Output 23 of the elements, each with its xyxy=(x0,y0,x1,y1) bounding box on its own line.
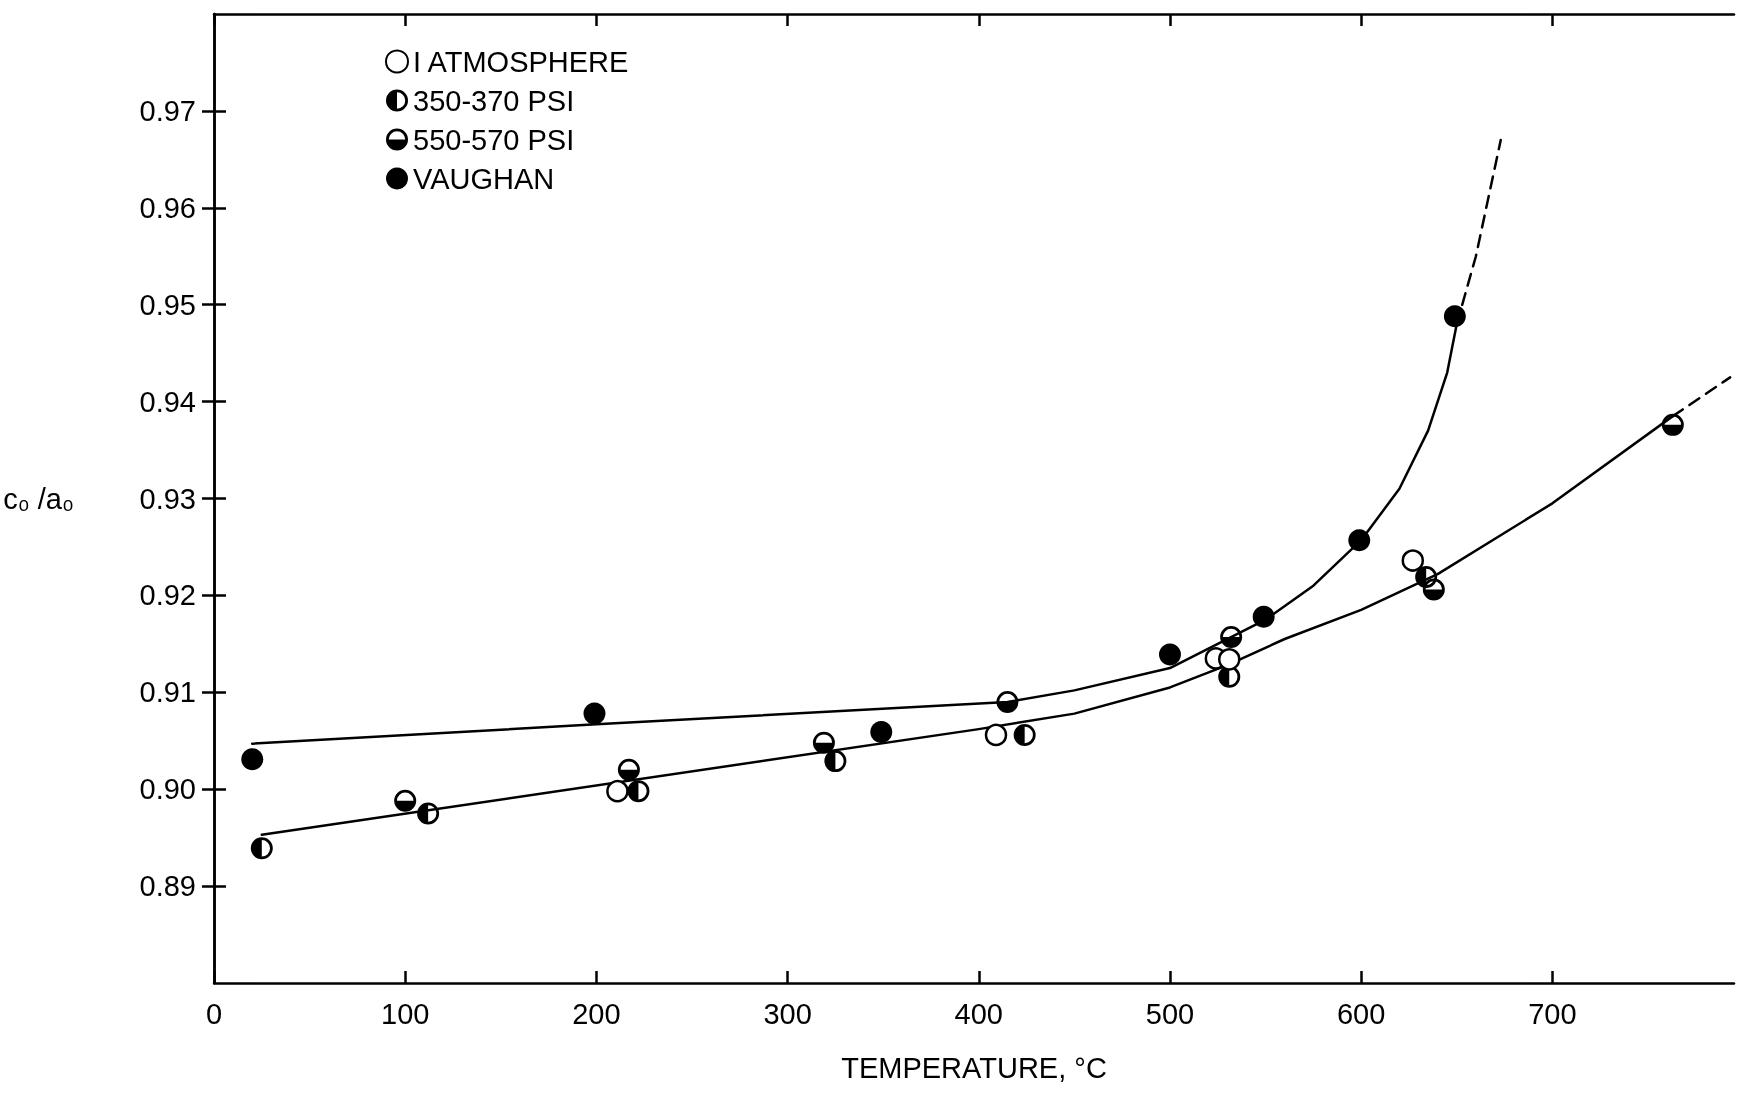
y-tick-label: 0.94 xyxy=(139,385,196,418)
y-tick-label: 0.91 xyxy=(139,676,196,709)
x-tick-label: 400 xyxy=(954,997,1003,1030)
legend-label: 350-370 PSI xyxy=(413,84,575,117)
y-tick-label: 0.97 xyxy=(139,94,196,127)
x-tick-label: 700 xyxy=(1528,997,1577,1030)
y-tick-label: 0.92 xyxy=(139,579,196,612)
y-tick-label: 0.95 xyxy=(139,288,196,321)
legend-label: I ATMOSPHERE xyxy=(413,45,629,78)
y-tick-label: 0.90 xyxy=(139,773,196,806)
x-tick-label: 600 xyxy=(1336,997,1386,1030)
x-tick-label: 200 xyxy=(572,997,621,1030)
legend-label: VAUGHAN xyxy=(413,162,555,195)
y-tick-label: 0.89 xyxy=(139,870,196,903)
x-tick-label: 100 xyxy=(381,997,430,1030)
y-tick-label: 0.93 xyxy=(139,482,196,515)
y-tick-label: 0.96 xyxy=(139,191,196,224)
legend-label: 550-570 PSI xyxy=(413,123,575,156)
x-axis-title: TEMPERATURE, °C xyxy=(841,1051,1107,1084)
x-tick-label: 0 xyxy=(205,997,223,1030)
y-axis-title: c₀ /a₀ xyxy=(3,482,74,515)
x-tick-label: 500 xyxy=(1145,997,1195,1030)
x-tick-label: 300 xyxy=(763,997,812,1030)
